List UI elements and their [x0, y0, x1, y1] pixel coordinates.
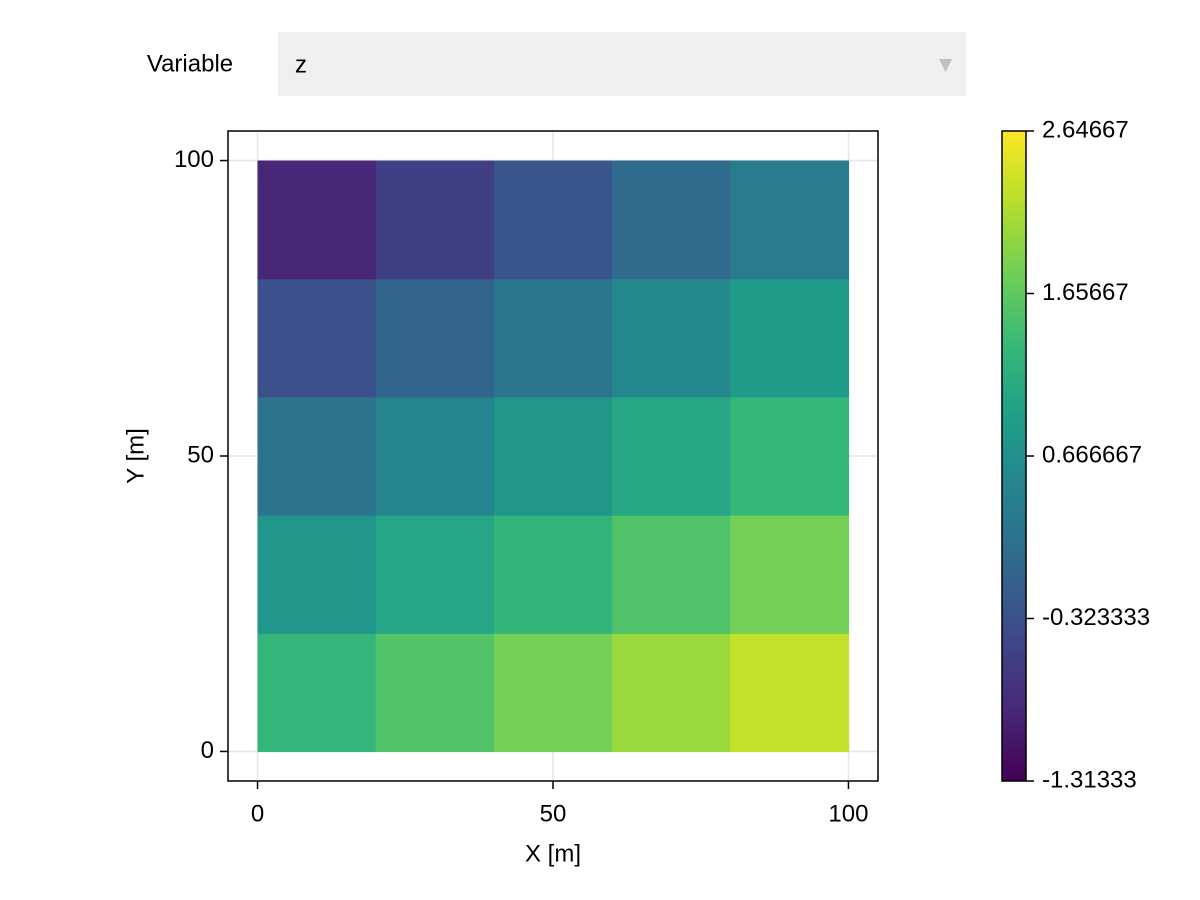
heatmap-cell — [257, 396, 377, 516]
colorbar-tick-label: 0.666667 — [1042, 441, 1142, 468]
heatmap-cell — [257, 515, 377, 634]
menu-label: Variable — [147, 50, 233, 77]
heatmap — [257, 160, 850, 753]
colorbar-tick-label: 2.64667 — [1042, 116, 1129, 143]
x-axis-label: X [m] — [525, 840, 581, 867]
axes-frame — [227, 130, 879, 782]
heatmap-cell — [493, 515, 613, 634]
heatmap-cell — [257, 160, 377, 280]
heatmap-cell — [375, 278, 495, 398]
heatmap-cell — [375, 633, 495, 753]
heatmap-cell — [730, 278, 850, 398]
heatmap-cell — [730, 160, 850, 280]
heatmap-cell — [257, 278, 377, 398]
heatmap-cell — [493, 160, 613, 280]
heatmap-cell — [612, 278, 731, 398]
heatmap-cell — [612, 633, 731, 753]
heatmap-cell — [612, 396, 731, 516]
heatmap-cell — [493, 396, 613, 516]
y-tick-label: 100 — [174, 146, 214, 173]
x-tick-label: 100 — [828, 800, 868, 827]
heatmap-cell — [257, 633, 377, 753]
y-tick-label: 0 — [201, 737, 214, 764]
dropdown-arrow[interactable] — [939, 59, 952, 72]
colorbar-tick-label: -1.31333 — [1042, 766, 1137, 793]
heatmap-cell — [730, 515, 850, 634]
y-tick-label: 50 — [187, 441, 214, 468]
colorbar — [1001, 130, 1027, 782]
heatmap-cell — [375, 396, 495, 516]
x-tick-label: 50 — [540, 800, 567, 827]
colorbar-tick-label: 1.65667 — [1042, 279, 1129, 306]
heatmap-cell — [375, 515, 495, 634]
heatmap-cell — [493, 278, 613, 398]
dropdown-value[interactable]: z — [295, 51, 307, 78]
colorbar-tick-label: -0.323333 — [1042, 604, 1150, 631]
y-axis-label: Y [m] — [122, 428, 149, 484]
dropdown[interactable] — [278, 32, 966, 96]
heatmap-cell — [730, 396, 850, 516]
heatmap-cell — [730, 633, 850, 753]
axes: 0 50 100 0 50 100 X [m] Y [m] — [122, 130, 879, 867]
heatmap-cell — [375, 160, 495, 280]
heatmap-cell — [612, 515, 731, 634]
heatmap-cell — [493, 633, 613, 753]
x-tick-label: 0 — [251, 800, 264, 827]
heatmap-cell — [612, 160, 731, 280]
